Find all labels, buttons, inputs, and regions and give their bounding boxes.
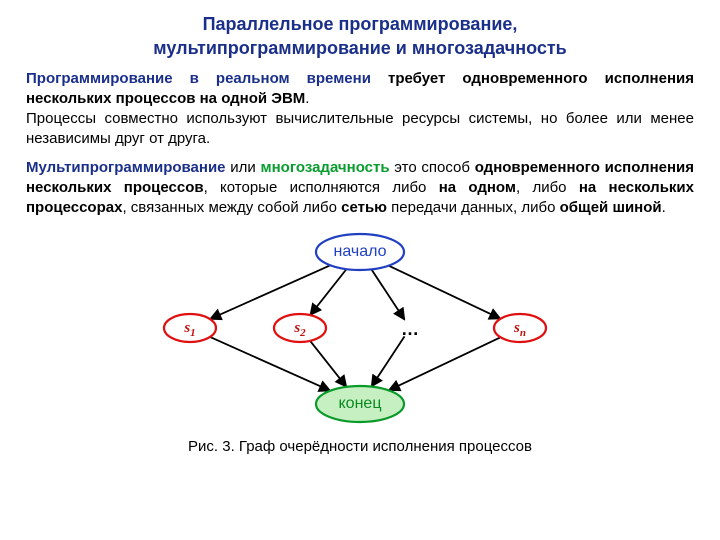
p1-accent: Программирование в реальном времени [26, 70, 371, 87]
p2-t8: , либо [516, 179, 579, 196]
paragraph-2: Мультипрограммирование или многозадачнос… [26, 158, 694, 219]
title-line-2: мультипрограммирование и многозадачность [153, 38, 566, 58]
p2-t2: или [226, 159, 261, 176]
p2-t7: на одном [439, 179, 516, 196]
slide: Параллельное программирование, мультипро… [0, 0, 720, 540]
p2-t14: . [662, 199, 666, 216]
svg-text:начало: начало [333, 244, 386, 261]
paragraph-1: Программирование в реальном времени треб… [26, 69, 694, 150]
diagram-container: началоs1s2…snконец [26, 226, 694, 436]
p2-t10: , связанных между собой либо [122, 199, 341, 216]
p1-rest: Процессы совместно используют вычислител… [26, 110, 694, 147]
slide-title: Параллельное программирование, мультипро… [26, 12, 694, 61]
p2-term1: Мультипрограммирование [26, 159, 226, 176]
p2-t13: общей шиной [560, 199, 662, 216]
process-graph: началоs1s2…snконец [120, 226, 600, 436]
p1-dot: . [305, 90, 309, 107]
svg-text:конец: конец [339, 396, 382, 413]
figure-caption: Рис. 3. Граф очерёдности исполнения проц… [26, 438, 694, 455]
title-line-1: Параллельное программирование, [203, 14, 518, 34]
p2-t12: передачи данных, либо [387, 199, 560, 216]
p2-term2: многозадачность [261, 159, 390, 176]
p2-t11: сетью [341, 199, 387, 216]
p2-t4: это способ [390, 159, 475, 176]
svg-text:…: … [401, 319, 419, 339]
p2-t6: , которые исполняются либо [204, 179, 439, 196]
